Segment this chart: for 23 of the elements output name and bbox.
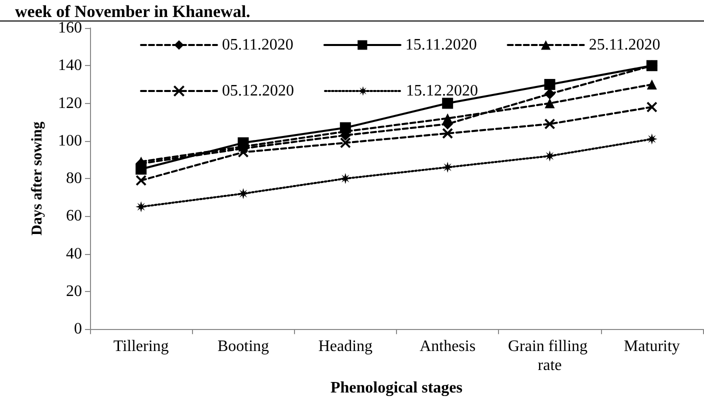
x-tick-label: Anthesis <box>420 338 476 356</box>
legend-label: 05.11.2020 <box>222 36 294 54</box>
legend-label: 15.11.2020 <box>405 36 477 54</box>
y-tick-label: 120 <box>58 94 82 112</box>
legend-label: 25.11.2020 <box>588 36 660 54</box>
y-tick-label: 40 <box>66 245 82 262</box>
y-axis-title: Days after sowing <box>30 121 46 236</box>
x-tick-label: Heading <box>318 338 373 356</box>
x-tick-label: Maturity <box>624 338 680 356</box>
legend-label: 15.12.2020 <box>406 82 478 100</box>
chart-title: week of November in Khanewal. <box>15 2 250 21</box>
y-tick-label: 0 <box>74 320 82 338</box>
y-tick-label: 140 <box>58 57 82 74</box>
x-tick-label: Tillering <box>113 338 169 356</box>
x-axis-title: Phenological stages <box>330 380 462 396</box>
legend-label: 05.12.2020 <box>222 82 294 100</box>
x-tick-label: Grain filling rate <box>508 338 592 374</box>
y-tick-label: 100 <box>58 132 82 150</box>
y-tick-label: 160 <box>58 20 82 36</box>
y-tick-label: 80 <box>66 170 82 188</box>
x-tick-label: Booting <box>217 338 270 356</box>
y-tick-label: 60 <box>66 208 82 225</box>
y-tick-label: 20 <box>66 282 82 300</box>
